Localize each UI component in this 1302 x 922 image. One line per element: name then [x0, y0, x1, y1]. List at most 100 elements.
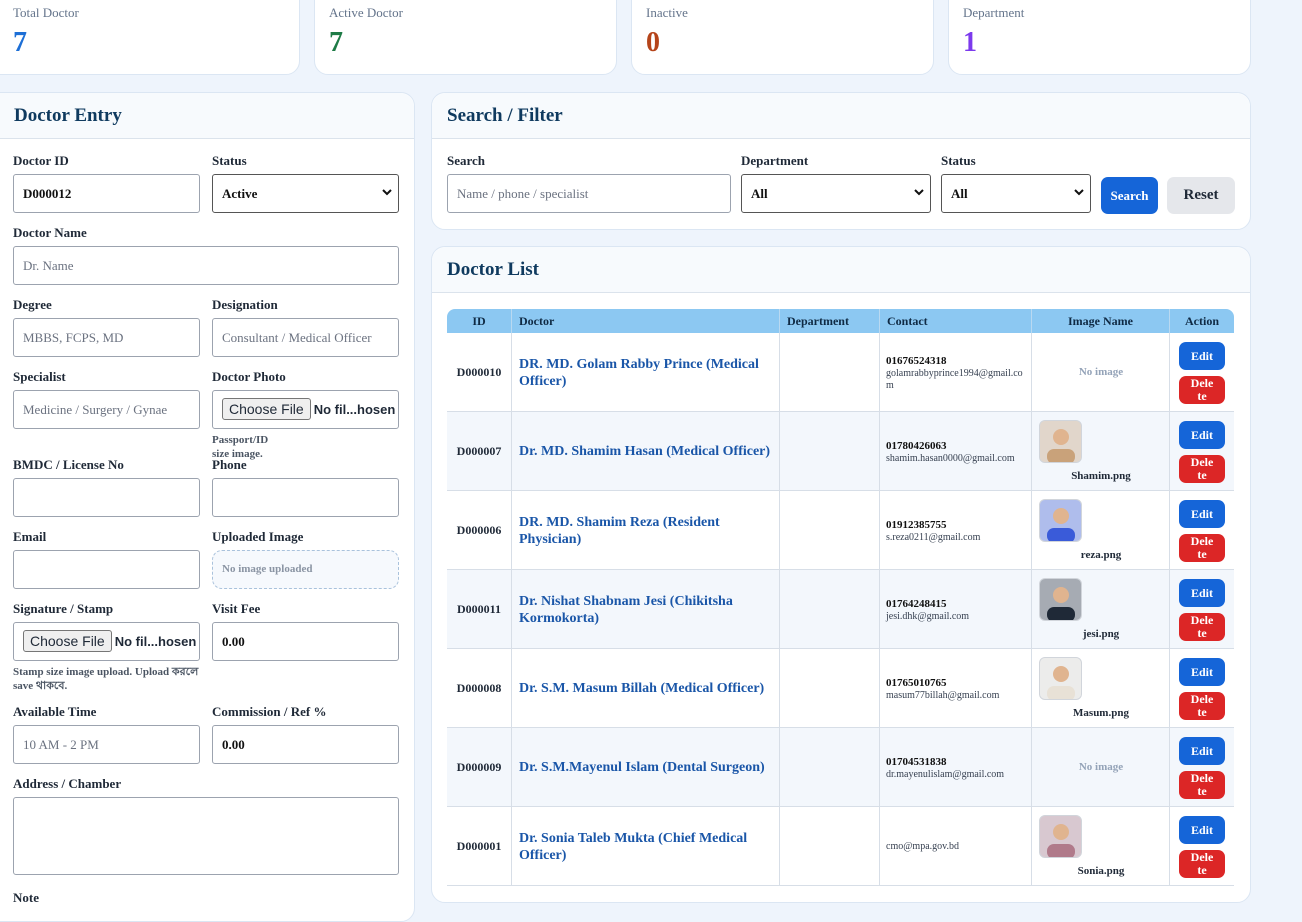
text-input[interactable]: [212, 478, 399, 517]
cell-doctor: Dr. Nishat Shabnam Jesi (Chikitsha Kormo…: [512, 570, 780, 649]
text-input[interactable]: 0.00: [212, 622, 399, 661]
text-input[interactable]: 0.00: [212, 725, 399, 764]
file-input[interactable]: Choose File No fil...hosen: [13, 622, 200, 661]
cell-id: D000006: [447, 491, 512, 570]
text-input[interactable]: Consultant / Medical Officer: [212, 318, 399, 357]
text-input[interactable]: [13, 550, 200, 589]
reset-button[interactable]: Reset: [1167, 177, 1235, 214]
field-label: Department: [741, 153, 809, 168]
edit-button[interactable]: Edit: [1179, 342, 1225, 370]
text-input[interactable]: MBBS, FCPS, MD: [13, 318, 200, 357]
cell-action: Edit Delete: [1170, 728, 1234, 807]
cell-doctor: Dr. MD. Shamim Hasan (Medical Officer): [512, 412, 780, 491]
doctor-name[interactable]: Dr. S.M.Mayenul Islam (Dental Surgeon): [519, 760, 765, 775]
file-button[interactable]: Choose File: [222, 398, 311, 420]
text-input[interactable]: Medicine / Surgery / Gynae: [13, 390, 200, 429]
panel-header: [432, 93, 1250, 139]
cell-department: [780, 570, 880, 649]
image-name: jesi.png: [1082, 628, 1120, 640]
chevron: [1074, 189, 1084, 196]
delete-button[interactable]: Delete: [1179, 455, 1225, 483]
search-input[interactable]: Name / phone / specialist: [447, 174, 731, 213]
file-name: No fil...hosen: [114, 634, 197, 649]
stat-label: Active Doctor: [329, 5, 404, 20]
file-name: No fil...hosen: [313, 402, 396, 417]
field-label: Uploaded Image: [212, 529, 304, 544]
stat-label: Total Doctor: [13, 5, 79, 20]
field-label: Commission / Ref %: [212, 704, 327, 719]
contact-phone: 01704531838: [886, 755, 947, 768]
text-input[interactable]: 10 AM - 2 PM: [13, 725, 200, 764]
doctor-photo: [1039, 815, 1082, 858]
chevron: [382, 189, 392, 196]
text-input[interactable]: D000012: [13, 174, 200, 213]
select-value: All: [951, 186, 968, 201]
edit-button[interactable]: Edit: [1179, 737, 1225, 765]
edit-button[interactable]: Edit: [1179, 658, 1225, 686]
select-input[interactable]: All: [741, 174, 931, 213]
edit-button[interactable]: Edit: [1179, 579, 1225, 607]
text-input[interactable]: Dr. Name: [13, 246, 399, 285]
no-image: No image: [1078, 761, 1124, 773]
delete-button[interactable]: Delete: [1179, 771, 1225, 799]
doctor-name[interactable]: Dr. Sonia Taleb Mukta (Chief Medical Off…: [519, 830, 748, 863]
delete-button[interactable]: Delete: [1179, 613, 1225, 641]
cell-department: [780, 412, 880, 491]
cell-contact: 01704531838 dr.mayenulislam@gmail.com: [880, 728, 1032, 807]
cell-id: D000011: [447, 570, 512, 649]
select-input[interactable]: Active: [212, 174, 399, 213]
panel-title: Doctor List: [447, 259, 539, 280]
select-value: Active: [222, 186, 258, 201]
field-note: Passport/ID size image.: [212, 434, 269, 460]
avatar: [1040, 658, 1081, 699]
edit-button[interactable]: Edit: [1179, 500, 1225, 528]
stat-label: Inactive: [646, 5, 688, 20]
select-value: All: [751, 186, 768, 201]
contact-email: cmo@mpa.gov.bd: [886, 840, 959, 852]
cell-image: Shamim.png: [1032, 412, 1170, 491]
image-name: Masum.png: [1073, 707, 1129, 719]
textarea[interactable]: [13, 797, 399, 875]
delete-button[interactable]: Delete: [1179, 692, 1225, 720]
cell-contact: 01912385755 s.reza0211@gmail.com: [880, 491, 1032, 570]
table-row: D000007 Dr. MD. Shamim Hasan (Medical Off…: [447, 412, 1234, 491]
no-image: No image: [1078, 366, 1124, 378]
cell-image: Sonia.png: [1032, 807, 1170, 886]
column-header: Image Name: [1032, 309, 1170, 333]
cell-action: Edit Delete: [1170, 807, 1234, 886]
image-name: Shamim.png: [1071, 470, 1131, 482]
panel-title: Search / Filter: [447, 105, 563, 126]
search-button[interactable]: Search: [1101, 177, 1158, 214]
doctor-name[interactable]: Dr. S.M. Masum Billah (Medical Officer): [519, 681, 765, 696]
doctor-name[interactable]: DR. MD. Golam Rabby Prince (Medical Offi…: [519, 356, 759, 389]
table-header: [447, 309, 1234, 333]
stat-card: Inactive 0: [631, 0, 934, 75]
doctor-name[interactable]: Dr. Nishat Shabnam Jesi (Chikitsha Kormo…: [519, 593, 733, 626]
contact-phone: 01676524318: [886, 354, 947, 367]
contact-phone: 01764248415: [886, 597, 947, 610]
doctor-photo: [1039, 420, 1082, 463]
doctor-name[interactable]: DR. MD. Shamim Reza (Resident Physician): [519, 514, 720, 547]
text-input[interactable]: [13, 478, 200, 517]
field-label: Phone: [212, 457, 247, 472]
cell-department: [780, 807, 880, 886]
doctor-name[interactable]: Dr. MD. Shamim Hasan (Medical Officer): [519, 444, 771, 459]
stat-card: Department 1: [948, 0, 1251, 75]
delete-button[interactable]: Delete: [1179, 850, 1225, 878]
edit-button[interactable]: Edit: [1179, 421, 1225, 449]
doctor-photo: [1039, 657, 1082, 700]
doctor-photo: [1039, 578, 1082, 621]
delete-button[interactable]: Delete: [1179, 376, 1225, 404]
select-input[interactable]: All: [941, 174, 1091, 213]
table-row: D000008 Dr. S.M. Masum Billah (Medical Of…: [447, 649, 1234, 728]
contact-email: jesi.dhk@gmail.com: [886, 610, 970, 622]
edit-button[interactable]: Edit: [1179, 816, 1225, 844]
field-label: Doctor ID: [13, 153, 69, 168]
contact-email: dr.mayenulislam@gmail.com: [886, 768, 1005, 780]
file-input[interactable]: Choose File No fil...hosen: [212, 390, 399, 429]
filter-panel: Search / Filter Search Name / phone / sp…: [431, 92, 1251, 230]
file-button[interactable]: Choose File: [23, 630, 112, 652]
delete-button[interactable]: Delete: [1179, 534, 1225, 562]
cell-doctor: DR. MD. Shamim Reza (Resident Physician): [512, 491, 780, 570]
field-label: Doctor Photo: [212, 369, 286, 384]
